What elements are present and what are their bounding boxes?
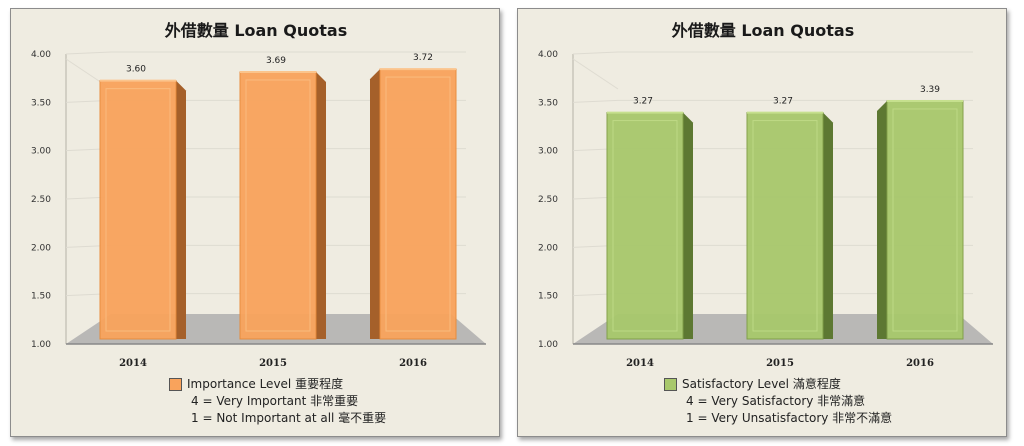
bar <box>99 79 186 340</box>
y-tick-label: 4.00 <box>538 50 558 60</box>
gridline <box>572 99 973 103</box>
y-tick-label: 1.50 <box>538 292 558 302</box>
bar-highlight <box>385 76 451 332</box>
y-tick-label: 1.00 <box>538 340 558 350</box>
y-tick-label: 2.00 <box>538 243 558 253</box>
bar-highlight <box>612 120 678 332</box>
x-tick-label: 2015 <box>259 358 287 369</box>
bar-front <box>746 112 824 340</box>
y-tick-label: 2.50 <box>538 195 558 205</box>
bar <box>877 99 964 340</box>
data-label: 3.69 <box>266 56 286 66</box>
legend-scale-low: 1 = Very Unsatisfactory 非常不滿意 <box>686 411 893 425</box>
bar-highlight <box>245 79 311 332</box>
gridline <box>65 51 466 55</box>
bar <box>370 68 457 340</box>
bar-highlight <box>752 120 818 332</box>
bar-side <box>877 100 887 339</box>
gridline <box>572 51 973 55</box>
y-tick-label: 3.50 <box>31 98 51 108</box>
y-tick-label: 1.00 <box>31 340 51 350</box>
bar <box>239 70 326 340</box>
bar-side <box>316 71 326 339</box>
chart-panel-satisfaction: 外借數量 Loan Quotas 1.00 1.50 2.00 2.50 3.00 3.50… <box>517 8 1007 437</box>
y-tick-label: 4.00 <box>31 50 51 60</box>
x-tick-label: 2016 <box>906 358 934 369</box>
x-tick-label: 2016 <box>399 358 427 369</box>
legend-label: Importance Level 重要程度 <box>187 377 344 391</box>
bar <box>606 111 693 340</box>
data-label: 3.72 <box>413 53 433 63</box>
x-tick-label: 2015 <box>766 358 794 369</box>
x-tick-label: 2014 <box>119 358 147 369</box>
y-tick-label: 2.00 <box>31 243 51 253</box>
bar-front <box>886 100 964 340</box>
legend: Satisfactory Level 滿意程度 4 = Very Satisfa… <box>518 376 1024 427</box>
chart-canvas: 外借數量 Loan Quotas 1.00 1.50 2.00 2.50 3.00 3.50… <box>538 21 993 369</box>
y-tick-label: 1.50 <box>31 292 51 302</box>
chart-panel-importance: 外借數量 Loan Quotas 1.00 1.50 2.00 2.50 3.00 3.50… <box>10 8 500 437</box>
bar-highlight <box>105 88 171 332</box>
legend-scale-low: 1 = Not Important at all 毫不重要 <box>191 411 387 425</box>
y-tick-label: 2.50 <box>31 195 51 205</box>
legend-swatch <box>169 378 182 391</box>
bar-side <box>823 112 833 339</box>
bar-front <box>606 112 684 340</box>
data-label: 3.39 <box>920 85 940 95</box>
legend-scale-high: 4 = Very Important 非常重要 <box>191 394 359 408</box>
legend: Importance Level 重要程度 4 = Very Important… <box>11 376 657 427</box>
legend-label: Satisfactory Level 滿意程度 <box>682 377 841 391</box>
data-label: 3.60 <box>126 65 146 75</box>
y-tick-label: 3.00 <box>538 147 558 157</box>
legend-swatch <box>664 378 677 391</box>
chart-title: 外借數量 Loan Quotas <box>671 21 854 40</box>
data-label: 3.27 <box>773 97 793 107</box>
gridline <box>572 58 619 90</box>
bar-highlight <box>892 108 958 332</box>
bar-side <box>176 80 186 340</box>
bar-side <box>683 112 693 339</box>
y-tick-label: 3.00 <box>31 147 51 157</box>
x-tick-label: 2014 <box>626 358 654 369</box>
bar <box>746 111 833 340</box>
chart-title: 外借數量 Loan Quotas <box>164 21 347 40</box>
bar-front <box>379 68 457 340</box>
bar-front <box>239 71 317 340</box>
y-tick-label: 3.50 <box>538 98 558 108</box>
bar-front <box>99 80 177 340</box>
legend-scale-high: 4 = Very Satisfactory 非常滿意 <box>686 394 866 408</box>
chart-canvas: 外借數量 Loan Quotas 1.00 1.50 2.00 2.50 3.00 3.50… <box>31 21 486 369</box>
bar-side <box>370 69 380 340</box>
data-label: 3.27 <box>633 97 653 107</box>
